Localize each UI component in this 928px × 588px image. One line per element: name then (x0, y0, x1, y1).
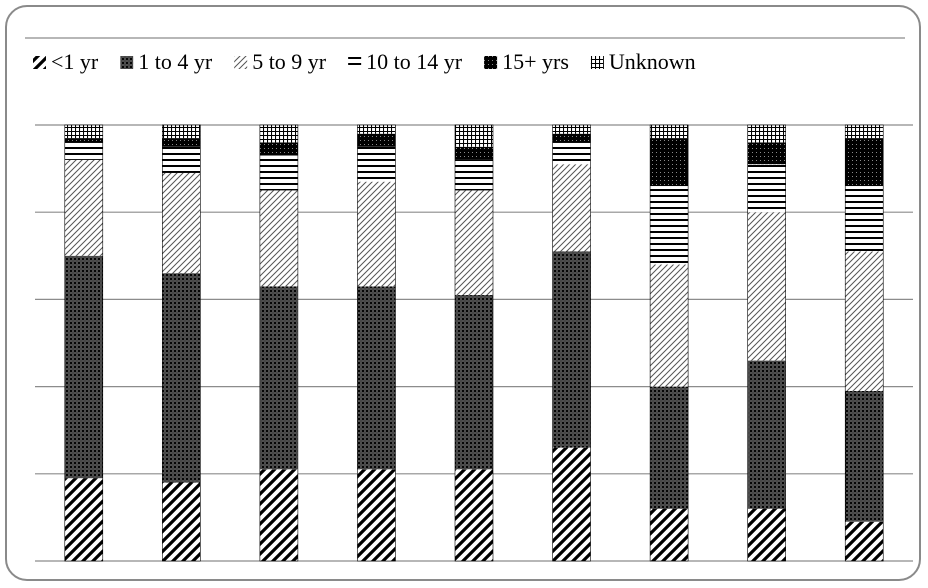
chart-frame: <1 yr 1 to 4 yr 5 to 9 yr 10 to 14 yr 15+ yr… (5, 5, 921, 581)
bar-segment (845, 186, 884, 252)
bar-outline (64, 124, 104, 562)
legend-item: <1 yr (33, 49, 99, 74)
bar-segment (64, 478, 103, 561)
bar-segment (357, 181, 396, 287)
bar-segment (259, 286, 298, 470)
bar-segment (552, 142, 591, 165)
bar-segment (650, 186, 689, 265)
bar-segment (552, 251, 591, 448)
bar-segment (650, 138, 689, 187)
bar-segment (455, 469, 493, 561)
bar-segment (650, 508, 689, 561)
legend-swatch (234, 56, 248, 69)
legend-swatch (590, 56, 604, 69)
bar-segment (455, 190, 493, 296)
bar-segment (162, 172, 201, 274)
bar-segment (259, 190, 298, 287)
bar-outline (747, 124, 786, 562)
legend-swatch (484, 56, 498, 69)
bar-segment (845, 390, 884, 522)
bar-segment (357, 133, 396, 147)
bar-stack (844, 124, 884, 562)
bar-segment (162, 273, 201, 483)
bar-outline (259, 124, 299, 562)
bar-stack (747, 124, 786, 562)
bar-outline (162, 124, 201, 562)
bar-segment (552, 133, 591, 143)
bar-stack (64, 124, 104, 562)
bar-segment (747, 212, 786, 361)
bar-segment (64, 255, 103, 479)
bar-segment (650, 264, 689, 387)
bar-segment (845, 251, 884, 391)
bar-segment (162, 482, 201, 561)
bar-segment (455, 125, 493, 147)
bar-segment (64, 142, 103, 160)
bar-segment (747, 125, 786, 143)
bar-segment (357, 125, 396, 134)
bar-segment (650, 386, 689, 509)
bar-segment (259, 125, 298, 143)
bar-segment (747, 508, 786, 561)
bar-segment (747, 360, 786, 509)
stacked-bar-chart: <1 yr 1 to 4 yr 5 to 9 yr 10 to 14 yr 15+ yr… (25, 37, 913, 562)
bar-segment (357, 469, 396, 561)
bar-stack (454, 124, 494, 562)
bar-segment (259, 142, 298, 156)
legend-swatch (348, 56, 362, 69)
bar-segment (259, 469, 298, 561)
legend-swatch (33, 56, 46, 69)
bar-segment (747, 164, 786, 213)
bar-outline (649, 124, 689, 562)
legend-label: 15+ yrs (502, 49, 569, 74)
legend: <1 yr 1 to 4 yr 5 to 9 yr 10 to 14 yr 15+ yr… (33, 49, 696, 74)
bar-segment (162, 146, 201, 173)
bar-segment (162, 138, 201, 147)
bar-segment (64, 159, 103, 256)
legend-label: 10 to 14 yr (366, 49, 463, 74)
bar-segment (357, 286, 396, 470)
bar-segment (64, 125, 103, 139)
bar-segment (747, 142, 786, 165)
bar-segment (552, 164, 591, 252)
bar-segment (455, 146, 493, 160)
bar-outline (454, 124, 494, 562)
legend-swatch (120, 56, 134, 69)
bar-outline (552, 124, 591, 562)
legend-label: <1 yr (51, 49, 99, 74)
legend-label: 5 to 9 yr (252, 49, 327, 74)
legend-label: Unknown (609, 49, 696, 74)
bar-segment (64, 138, 103, 143)
bar-outline (844, 124, 884, 562)
bar-stack (162, 124, 201, 562)
bars (64, 124, 884, 562)
legend-item: Unknown (590, 49, 696, 74)
legend-item: 15+ yrs (484, 49, 569, 74)
legend-item: 1 to 4 yr (120, 49, 213, 74)
bar-segment (845, 138, 884, 187)
bar-outline (357, 124, 396, 562)
bar-segment (552, 125, 591, 134)
legend-item: 5 to 9 yr (234, 49, 327, 74)
bar-stack (259, 124, 299, 562)
legend-item: 10 to 14 yr (348, 49, 463, 74)
bar-segment (845, 125, 884, 139)
bar-segment (845, 521, 884, 561)
legend-label: 1 to 4 yr (138, 49, 213, 74)
bar-segment (162, 125, 201, 139)
bar-segment (650, 125, 689, 139)
bar-stack (649, 124, 689, 562)
bar-stack (357, 124, 396, 562)
bar-segment (455, 159, 493, 191)
bar-segment (455, 295, 493, 470)
bar-stack (552, 124, 591, 562)
bar-segment (259, 155, 298, 191)
bar-segment (357, 146, 396, 182)
bar-segment (552, 447, 591, 561)
